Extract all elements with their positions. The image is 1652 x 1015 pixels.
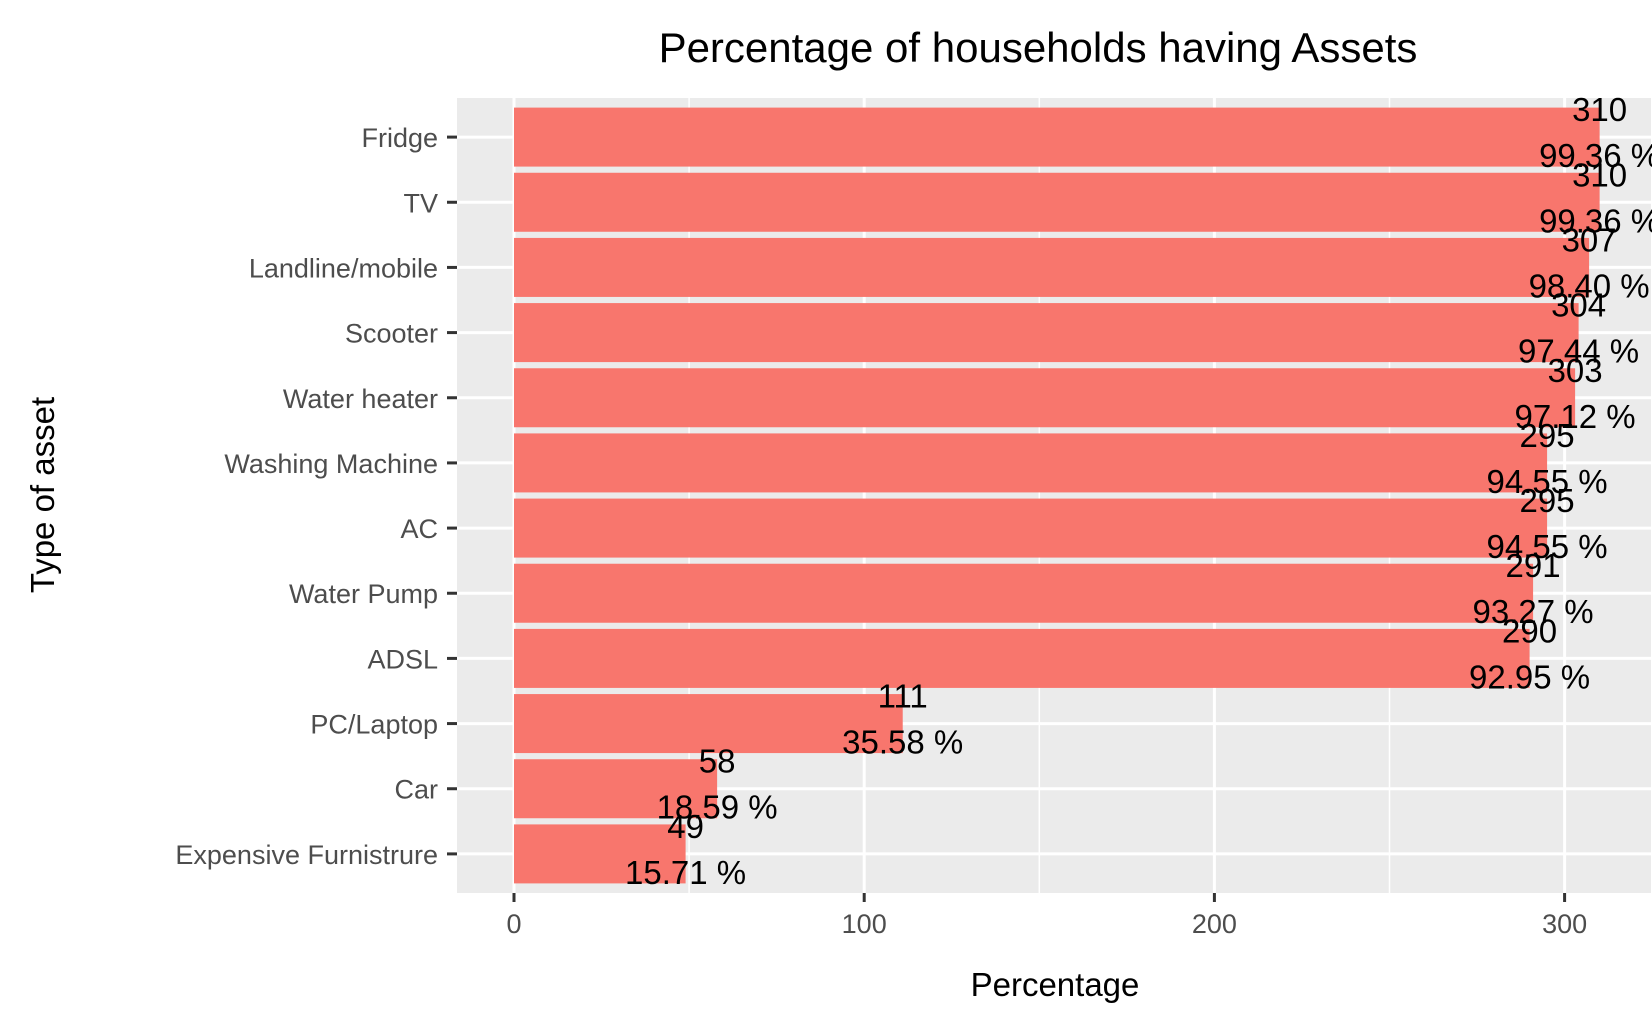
data-label-percent: 99.36 % [1539, 202, 1652, 239]
y-tick-label: AC [400, 514, 438, 544]
y-tick-label: Landline/mobile [249, 253, 438, 283]
data-label-percent: 94.55 % [1487, 528, 1608, 565]
bar [514, 237, 1590, 297]
data-label-count: 295 [1520, 417, 1575, 454]
data-label-percent: 99.36 % [1539, 137, 1652, 174]
data-label-percent: 94.55 % [1487, 463, 1608, 500]
bar [514, 759, 718, 819]
x-axis-title: Percentage [971, 966, 1140, 1003]
bar [514, 368, 1576, 428]
data-label-percent: 97.44 % [1518, 333, 1639, 370]
data-label-count: 307 [1562, 221, 1617, 258]
bar [514, 628, 1530, 688]
bar [514, 563, 1534, 623]
y-axis-title: Type of asset [24, 397, 61, 593]
y-tick-label: Scooter [345, 319, 438, 349]
x-tick-label: 300 [1542, 909, 1587, 939]
bar [514, 694, 903, 754]
x-tick-label: 200 [1192, 909, 1237, 939]
y-tick-label: Washing Machine [224, 449, 438, 479]
data-label-count: 111 [878, 678, 928, 715]
data-label-percent: 18.59 % [657, 789, 778, 826]
y-tick-label: Water heater [283, 384, 438, 414]
bar [514, 172, 1600, 232]
y-tick-label: ADSL [367, 644, 438, 674]
x-tick-label: 100 [842, 909, 887, 939]
data-label-count: 303 [1548, 352, 1603, 389]
y-tick-label: Water Pump [289, 579, 438, 609]
y-tick-label: TV [403, 188, 438, 218]
data-label-count: 58 [699, 743, 736, 780]
data-label-percent: 35.58 % [842, 724, 963, 761]
bars [514, 107, 1600, 884]
data-label-percent: 92.95 % [1469, 658, 1590, 695]
y-tick-label: Car [394, 775, 438, 805]
bar [514, 498, 1548, 558]
x-tick-label: 0 [506, 909, 521, 939]
chart-title: Percentage of households having Assets [659, 24, 1418, 71]
bar [514, 303, 1579, 363]
data-label-percent: 93.27 % [1473, 593, 1594, 630]
data-label-count: 291 [1506, 547, 1561, 584]
data-label-count: 49 [667, 808, 704, 845]
data-label-count: 304 [1551, 287, 1606, 324]
data-label-percent: 97.12 % [1515, 398, 1636, 435]
y-tick-label: Expensive Furnistrure [175, 840, 438, 870]
data-label-percent: 15.71 % [625, 854, 746, 891]
data-label-count: 290 [1502, 612, 1557, 649]
y-tick-label: Fridge [361, 123, 438, 153]
axis-ticks: 0 100 200 300 Fridge TV Landline/mobile Scooter… [175, 123, 1587, 939]
data-label-count: 310 [1572, 156, 1627, 193]
bar [514, 433, 1548, 493]
data-label-percent: 98.40 % [1529, 267, 1650, 304]
data-label-count: 310 [1572, 91, 1627, 128]
data-label-count: 295 [1520, 482, 1575, 519]
bar [514, 824, 686, 884]
y-tick-label: PC/Laptop [310, 710, 438, 740]
bar [514, 107, 1600, 167]
